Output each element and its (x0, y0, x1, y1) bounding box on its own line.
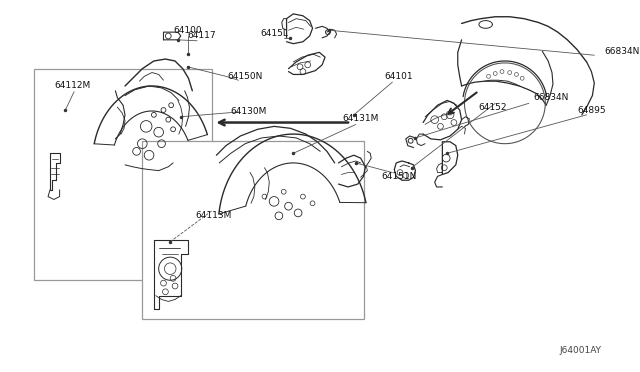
Text: 64152: 64152 (478, 103, 507, 112)
Text: 64131M: 64131M (342, 114, 379, 123)
Text: 64113M: 64113M (195, 211, 232, 220)
Text: 64101: 64101 (385, 72, 413, 81)
Text: 64117: 64117 (188, 32, 216, 41)
Bar (142, 141, 364, 319)
Text: 66834N: 66834N (604, 47, 639, 56)
Text: 64150N: 64150N (228, 72, 263, 81)
Text: 64151N: 64151N (381, 172, 417, 181)
Text: 64130M: 64130M (230, 108, 266, 116)
Text: 64895: 64895 (577, 106, 605, 115)
Text: 6415L: 6415L (260, 29, 288, 38)
Text: J64001AY: J64001AY (559, 346, 601, 355)
Bar (34, 69, 212, 280)
Text: 66834N: 66834N (534, 93, 569, 102)
Text: 64112M: 64112M (54, 81, 90, 90)
Text: 64100: 64100 (173, 26, 202, 35)
